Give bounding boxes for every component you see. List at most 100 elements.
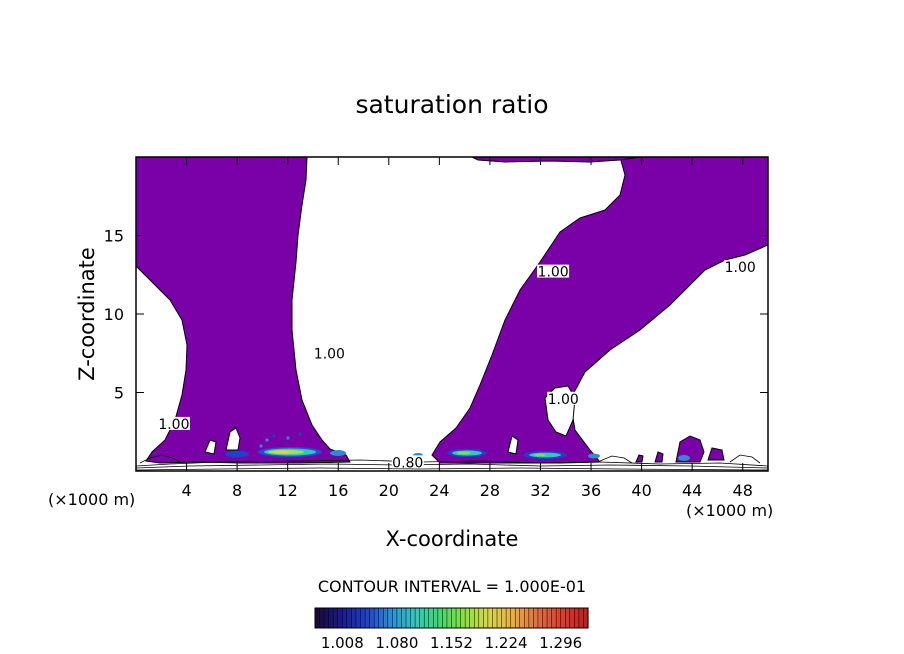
x-tick-label: 44 — [682, 481, 702, 500]
contour-interval: CONTOUR INTERVAL = 1.000E-01 — [318, 577, 586, 596]
supersaturated-patch — [707, 447, 725, 461]
colorbar-segment — [383, 608, 389, 628]
colorbar-segment — [433, 608, 439, 628]
x-unit-left: (×1000 m) — [48, 490, 135, 509]
colorbar-segment — [342, 608, 348, 628]
contour-label-bg — [547, 391, 580, 405]
colorbar-segment — [560, 608, 566, 628]
colorbar-segment — [483, 608, 489, 628]
colorbar — [314, 607, 589, 629]
unsaturated-hole — [204, 439, 217, 455]
colorbar-segment — [328, 608, 334, 628]
colorbar-tick-label: 1.008 — [321, 634, 364, 652]
colorbar-segment — [551, 608, 557, 628]
x-tick-label: 20 — [379, 481, 399, 500]
colorbar-segment — [446, 608, 453, 628]
x-tick-label: 28 — [480, 481, 500, 500]
colorbar-segment — [515, 608, 521, 628]
colorbar-segment — [387, 608, 393, 628]
colorbar-segment — [428, 608, 434, 628]
x-tick-label: 48 — [733, 481, 753, 500]
y-axis: 5 10 15 — [104, 227, 768, 403]
colorbar-segment — [324, 608, 330, 628]
colorbar-segment — [355, 608, 362, 628]
colorbar-segment — [374, 608, 380, 628]
colorbar-segment — [469, 608, 475, 628]
colorbar-tick-label: 1.080 — [375, 634, 418, 652]
x-unit-right: (×1000 m) — [686, 501, 773, 520]
colorbar-segment — [437, 608, 443, 628]
colorbar-segment — [406, 608, 412, 628]
y-tick-label: 15 — [104, 227, 124, 246]
y-tick-label: 10 — [104, 305, 124, 324]
colorbar-segment — [442, 608, 448, 628]
colorbar-segment — [547, 608, 553, 628]
contour-label: 1.00 — [158, 417, 189, 433]
colorbar-segment — [583, 608, 589, 628]
contour-label-bg — [391, 455, 424, 469]
colorbar-segment — [497, 608, 503, 628]
y-axis-label: Z-coordinate — [75, 247, 99, 381]
colorbar-segment — [360, 608, 366, 628]
colorbar-segment — [537, 608, 544, 628]
supersaturated-patch — [654, 451, 664, 463]
colorbar-segment — [465, 608, 471, 628]
colorbar-segment — [369, 608, 375, 628]
colorbar-segment — [419, 608, 425, 628]
colorbar-segment — [533, 608, 539, 628]
colorbar-segment — [519, 608, 525, 628]
colorbar-segment — [578, 608, 585, 628]
contour-labels: 1.00 1.00 1.00 1.00 1.00 0.80 — [157, 259, 757, 471]
colorbar-segment — [451, 608, 457, 628]
colorbar-segment — [501, 608, 507, 628]
contour-label: 1.00 — [548, 392, 579, 408]
plot-area — [136, 157, 768, 471]
colorbar-segment — [378, 608, 384, 628]
y-tick-label: 5 — [114, 384, 124, 403]
colorbar-segment — [556, 608, 562, 628]
contour-label-bg — [313, 346, 346, 360]
x-tick-label: 8 — [232, 481, 242, 500]
contour-label-bg — [537, 264, 570, 278]
colorbar-segment — [346, 608, 352, 628]
colorbar-segment — [474, 608, 480, 628]
colorbar-segment — [506, 608, 512, 628]
contour-label: 1.00 — [725, 260, 756, 276]
colorbar-segment — [337, 608, 343, 628]
x-tick-label: 24 — [429, 481, 449, 500]
colorbar-segment — [351, 608, 357, 628]
colorbar-segment — [524, 608, 530, 628]
contour-label: 1.00 — [314, 346, 345, 362]
colorbar-tick-label: 1.152 — [430, 634, 473, 652]
contour-label: 1.00 — [538, 265, 569, 281]
colorbar-segment — [542, 608, 548, 628]
x-axis-label: X-coordinate — [386, 527, 519, 551]
colorbar-segment — [510, 608, 516, 628]
colorbar-frame — [314, 607, 589, 629]
x-tick-label: 32 — [530, 481, 550, 500]
x-axis: 4 8 12 16 20 24 28 32 36 40 44 48 — [181, 157, 753, 500]
x-tick-label: 4 — [181, 481, 191, 500]
colorbar-tick-label: 1.296 — [539, 634, 582, 652]
contour-label-bg — [157, 416, 190, 430]
colorbar-segment — [456, 608, 462, 628]
unsaturated-hole — [225, 427, 241, 451]
low-contours — [136, 454, 768, 471]
colorbar-segment — [574, 608, 580, 628]
supersaturated-region-right — [431, 157, 768, 464]
colorbar-segment — [365, 608, 371, 628]
x-tick-label: 12 — [278, 481, 298, 500]
colorbar-segment — [528, 608, 534, 628]
colorbar-segment — [487, 608, 494, 628]
supersaturated-region-left — [136, 157, 351, 464]
colorbar-segment — [396, 608, 403, 628]
colorbar-segment — [410, 608, 416, 628]
colorbar-segment — [392, 608, 398, 628]
colorbar-segment — [565, 608, 571, 628]
chart-title: saturation ratio — [355, 90, 548, 119]
colorbar-segment — [424, 608, 430, 628]
saturation-peaks — [225, 432, 690, 461]
contour-label: 0.80 — [392, 455, 423, 471]
colorbar-segment — [315, 608, 321, 628]
